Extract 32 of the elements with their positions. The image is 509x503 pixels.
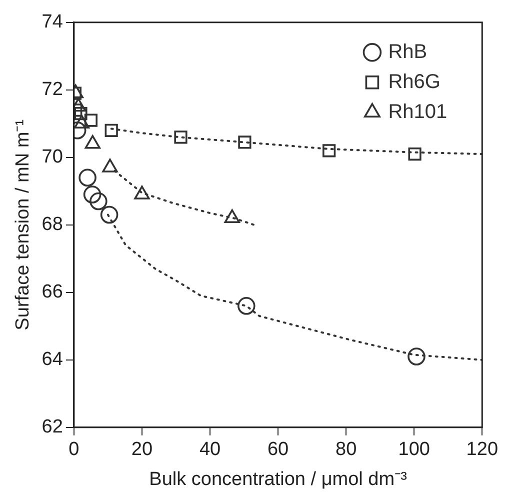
y-tick-label: 70 xyxy=(42,146,63,168)
y-tick-label: 66 xyxy=(42,282,63,303)
point xyxy=(238,136,252,149)
point xyxy=(238,297,256,315)
legend-label: Rh6G xyxy=(388,70,440,93)
point xyxy=(90,192,108,210)
point xyxy=(83,186,102,204)
point xyxy=(174,130,188,144)
x-tick-label: 100 xyxy=(398,439,430,460)
point xyxy=(74,106,88,120)
point xyxy=(78,168,96,187)
point xyxy=(100,206,118,224)
x-tick-label: 80 xyxy=(336,439,357,460)
y-tick-label: 62 xyxy=(42,416,63,438)
x-tick-label: 60 xyxy=(267,439,289,460)
point xyxy=(104,124,118,137)
legend-label: RhB xyxy=(388,40,428,63)
point xyxy=(84,114,98,127)
x-axis-title: Bulk concentration / μmol dm⁻³ xyxy=(149,468,407,490)
y-tick-label: 64 xyxy=(42,349,64,370)
point xyxy=(408,348,426,366)
y-tick-label: 74 xyxy=(42,12,64,33)
point xyxy=(408,147,422,161)
point xyxy=(322,144,336,158)
y-tick-label: 68 xyxy=(42,214,63,236)
x-tick-label: 120 xyxy=(466,439,498,460)
x-tick-label: 0 xyxy=(68,439,80,460)
x-tick-label: 40 xyxy=(199,439,221,460)
y-tick-label: 72 xyxy=(42,79,63,100)
y-axis-title: Surface tension / mN m⁻¹ xyxy=(12,119,34,330)
legend-label: Rh101 xyxy=(388,100,448,123)
x-tick-label: 20 xyxy=(131,439,153,460)
